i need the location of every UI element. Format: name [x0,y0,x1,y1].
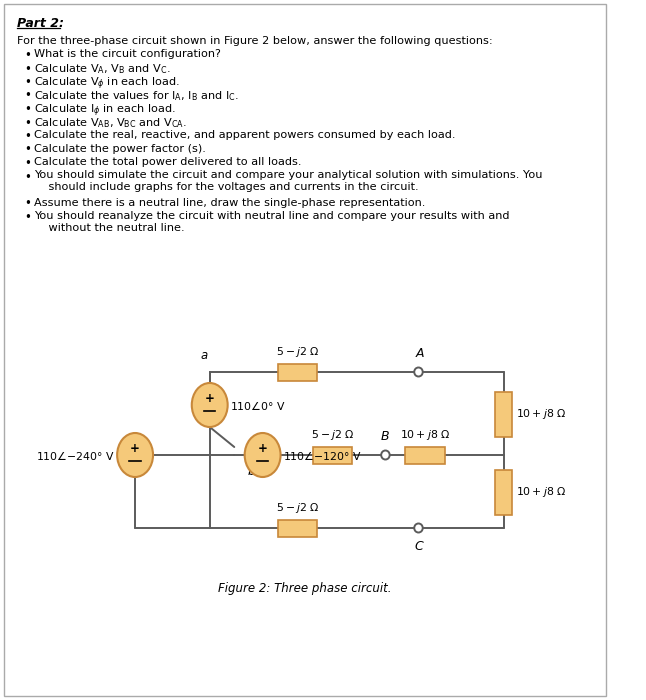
Text: What is the circuit configuration?: What is the circuit configuration? [34,49,221,59]
Text: Figure 2: Three phase circuit.: Figure 2: Three phase circuit. [218,582,392,595]
Text: Part 2:: Part 2: [17,17,64,30]
FancyBboxPatch shape [313,447,352,463]
Text: Assume there is a neutral line, draw the single-phase representation.: Assume there is a neutral line, draw the… [34,197,425,207]
Text: Calculate V$_\mathrm{AB}$, V$_\mathrm{BC}$ and V$_\mathrm{CA}$.: Calculate V$_\mathrm{AB}$, V$_\mathrm{BC… [34,116,187,130]
Text: A: A [416,347,424,360]
Text: •: • [25,197,32,211]
Text: c: c [124,450,130,463]
FancyBboxPatch shape [495,470,512,514]
Text: •: • [25,62,32,76]
Text: $110\angle 0°\ \mathrm{V}$: $110\angle 0°\ \mathrm{V}$ [231,398,286,412]
FancyBboxPatch shape [405,447,445,463]
Text: $10+j8\ \Omega$: $10+j8\ \Omega$ [400,428,450,442]
Text: a: a [200,349,208,362]
Text: $110\angle{-240°}\ \mathrm{V}$: $110\angle{-240°}\ \mathrm{V}$ [36,449,114,461]
Text: Calculate the real, reactive, and apparent powers consumed by each load.: Calculate the real, reactive, and appare… [34,130,455,140]
Ellipse shape [192,383,227,427]
Text: •: • [25,171,32,183]
Text: •: • [25,49,32,62]
FancyBboxPatch shape [4,4,607,696]
Text: $10+j8\ \Omega$: $10+j8\ \Omega$ [516,485,567,499]
Text: Calculate the values for I$_\mathrm{A}$, I$_\mathrm{B}$ and I$_\mathrm{C}$.: Calculate the values for I$_\mathrm{A}$,… [34,90,238,104]
Text: B: B [381,430,390,443]
Text: +: + [205,393,214,405]
Circle shape [381,451,390,459]
Text: •: • [25,144,32,157]
Circle shape [414,368,422,377]
Ellipse shape [117,433,153,477]
Text: •: • [25,76,32,89]
FancyBboxPatch shape [278,519,317,536]
Text: $5-j2\ \Omega$: $5-j2\ \Omega$ [276,501,319,515]
Text: C: C [414,540,423,553]
Text: You should reanalyze the circuit with neutral line and compare your results with: You should reanalyze the circuit with ne… [34,211,510,232]
Text: +: + [130,442,140,456]
Text: •: • [25,103,32,116]
Text: Calculate the total power delivered to all loads.: Calculate the total power delivered to a… [34,157,302,167]
Circle shape [414,524,422,533]
Text: Calculate V$_\phi$ in each load.: Calculate V$_\phi$ in each load. [34,76,180,92]
Text: +: + [258,442,267,456]
Text: •: • [25,90,32,102]
Text: $10+j8\ \Omega$: $10+j8\ \Omega$ [516,407,567,421]
Text: •: • [25,157,32,170]
FancyBboxPatch shape [278,363,317,381]
Text: b: b [247,465,255,478]
Text: $5-j2\ \Omega$: $5-j2\ \Omega$ [311,428,354,442]
Text: Calculate I$_\phi$ in each load.: Calculate I$_\phi$ in each load. [34,103,176,120]
FancyBboxPatch shape [495,391,512,437]
Ellipse shape [245,433,280,477]
Text: Calculate the power factor (s).: Calculate the power factor (s). [34,144,206,153]
Text: For the three-phase circuit shown in Figure 2 below, answer the following questi: For the three-phase circuit shown in Fig… [17,36,493,46]
Text: Calculate V$_\mathrm{A}$, V$_\mathrm{B}$ and V$_\mathrm{C}$.: Calculate V$_\mathrm{A}$, V$_\mathrm{B}$… [34,62,171,76]
Text: •: • [25,116,32,130]
Text: $110\angle{-120°}\ \mathrm{V}$: $110\angle{-120°}\ \mathrm{V}$ [284,449,362,461]
Text: •: • [25,130,32,143]
Text: You should simulate the circuit and compare your analytical solution with simula: You should simulate the circuit and comp… [34,171,543,192]
Text: $5-j2\ \Omega$: $5-j2\ \Omega$ [276,345,319,359]
Text: •: • [25,211,32,224]
